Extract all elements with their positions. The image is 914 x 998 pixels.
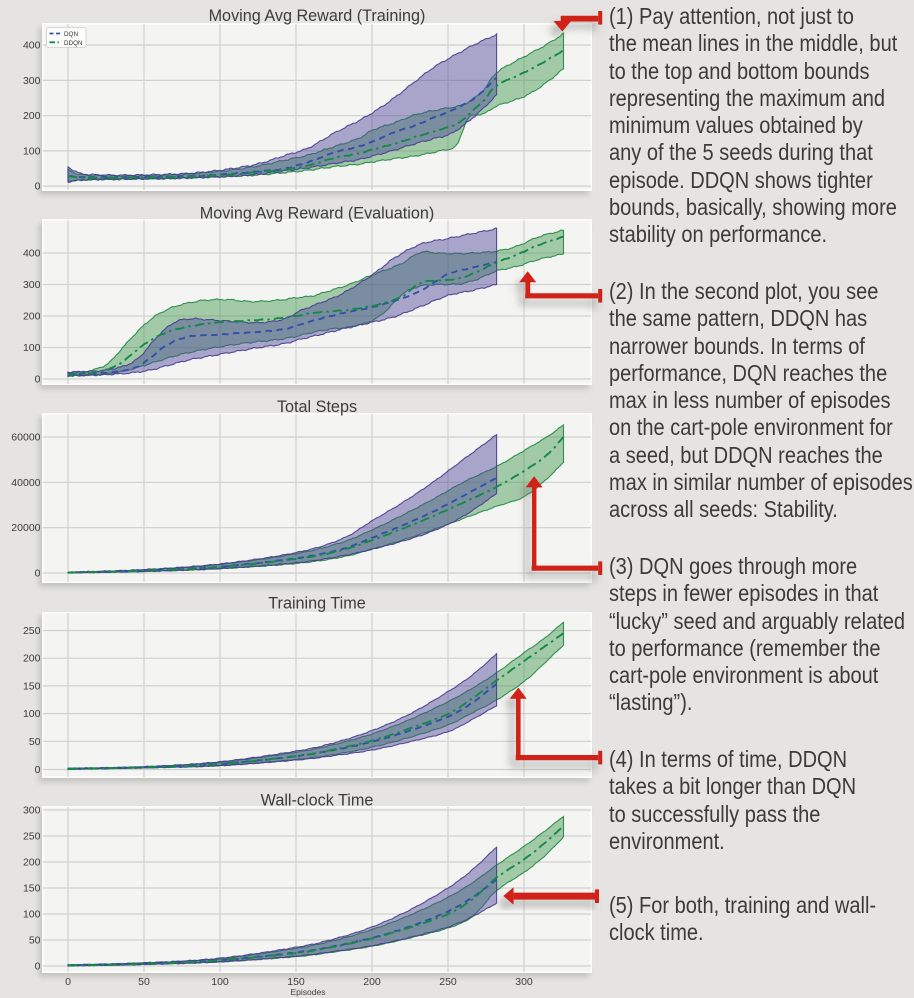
svg-text:100: 100 [23,708,41,720]
svg-text:DDQN: DDQN [64,40,83,47]
svg-text:Training Time: Training Time [268,595,365,613]
svg-text:100: 100 [211,976,229,988]
svg-text:300: 300 [23,805,41,817]
svg-text:Episodes: Episodes [291,987,326,997]
svg-text:300: 300 [515,976,533,988]
svg-text:Wall-clock Time: Wall-clock Time [261,792,374,810]
svg-text:DQN: DQN [64,31,78,38]
svg-text:400: 400 [23,248,41,260]
svg-text:0: 0 [35,961,41,973]
svg-text:0: 0 [65,976,71,988]
svg-text:200: 200 [23,857,41,869]
svg-text:150: 150 [287,976,305,988]
svg-text:250: 250 [23,625,41,637]
svg-text:Moving Avg Reward (Evaluation): Moving Avg Reward (Evaluation) [200,205,435,223]
svg-text:250: 250 [439,976,457,988]
svg-text:60000: 60000 [11,432,40,444]
svg-text:200: 200 [23,110,41,122]
svg-text:50: 50 [138,976,150,988]
svg-text:300: 300 [23,75,41,87]
svg-text:250: 250 [23,831,41,843]
svg-text:300: 300 [23,279,41,291]
svg-text:150: 150 [23,680,41,692]
svg-text:100: 100 [23,909,41,921]
svg-text:200: 200 [23,311,41,323]
svg-text:0: 0 [35,374,41,386]
svg-text:40000: 40000 [11,477,40,489]
svg-text:200: 200 [23,653,41,665]
svg-text:20000: 20000 [11,522,40,534]
svg-text:50: 50 [29,736,41,748]
svg-text:0: 0 [35,181,41,193]
svg-text:100: 100 [23,342,41,354]
svg-text:150: 150 [23,883,41,895]
svg-text:200: 200 [363,976,381,988]
svg-text:400: 400 [23,40,41,52]
svg-text:100: 100 [23,145,41,157]
svg-text:50: 50 [29,935,41,947]
svg-text:Total Steps: Total Steps [277,398,357,416]
svg-text:0: 0 [35,764,41,776]
svg-text:Moving Avg Reward (Training): Moving Avg Reward (Training) [209,7,426,25]
svg-text:0: 0 [35,568,41,580]
